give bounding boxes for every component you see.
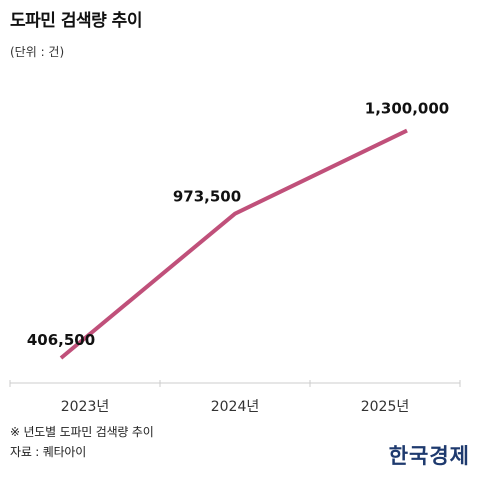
page-title: 도파민 검색량 추이: [10, 11, 142, 31]
data-label: 406,500: [27, 331, 95, 349]
series-line: [59, 128, 408, 360]
chart-note: ※ 년도별 도파민 검색량 추이: [10, 425, 154, 439]
source-label: 자료 : 퀘타아이: [10, 445, 87, 459]
x-tick-label: 2024년: [211, 399, 260, 415]
x-tick-label: 2023년: [61, 399, 110, 415]
publisher-logo: 한국경제: [388, 443, 470, 468]
data-label: 1,300,000: [365, 100, 449, 118]
x-tick-label: 2025년: [361, 399, 410, 415]
data-label: 973,500: [173, 188, 241, 206]
unit-label: (단위 : 건): [10, 45, 65, 59]
